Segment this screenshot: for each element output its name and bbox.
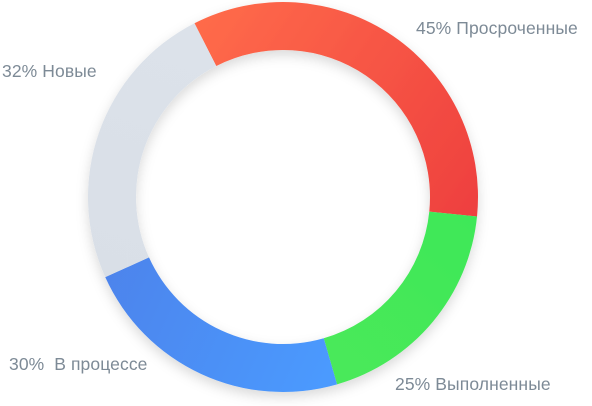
- donut-slices: [88, 2, 478, 393]
- label-overdue: 45% Просроченные: [416, 18, 578, 38]
- slice-new: [88, 23, 217, 278]
- label-in-progress: 30% В процессе: [9, 354, 148, 374]
- label-done: 25% Выполненные: [395, 374, 551, 394]
- slice-overdue: [194, 2, 478, 217]
- label-new: 32% Новые: [2, 61, 97, 81]
- slice-in-progress: [105, 257, 338, 393]
- slice-done: [323, 211, 478, 385]
